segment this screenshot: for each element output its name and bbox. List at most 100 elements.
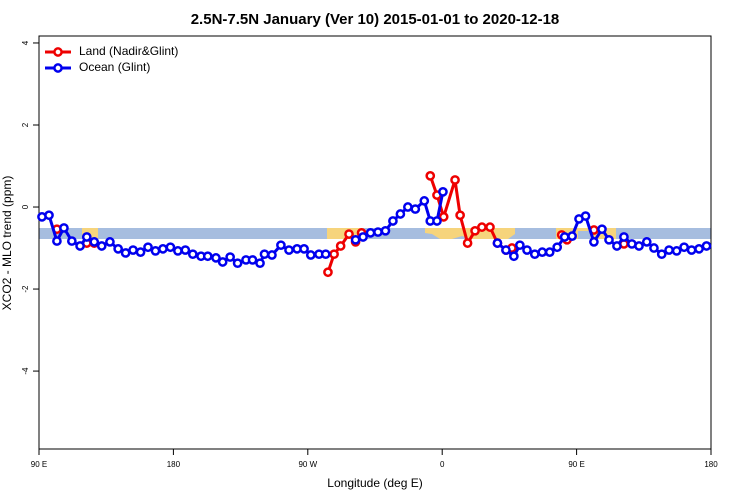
point	[180, 245, 191, 255]
point	[187, 249, 198, 260]
point	[470, 225, 480, 236]
point	[128, 245, 138, 255]
point	[217, 257, 228, 267]
legend-marker	[53, 63, 63, 73]
point	[276, 240, 286, 251]
point	[143, 242, 153, 253]
point	[323, 267, 333, 278]
x-tick-label: 180	[167, 460, 181, 469]
point	[165, 242, 176, 253]
point	[247, 255, 258, 265]
point	[410, 204, 421, 214]
plot-frame	[38, 35, 712, 450]
y-tick-label: 0	[21, 204, 30, 209]
point	[619, 232, 629, 242]
point	[477, 222, 487, 232]
point	[89, 237, 100, 247]
point	[425, 171, 436, 181]
point	[173, 246, 183, 256]
point	[120, 248, 131, 258]
point	[559, 232, 570, 242]
point	[299, 244, 309, 254]
x-tick-label: 90 E	[568, 460, 584, 469]
point	[158, 244, 168, 254]
point	[67, 236, 77, 246]
point	[373, 227, 383, 237]
chart-title: 2.5N-7.5N January (Ver 10) 2015-01-01 to…	[191, 11, 560, 28]
point	[350, 234, 361, 245]
point	[552, 242, 563, 253]
point	[335, 241, 346, 251]
point	[305, 250, 316, 260]
legend-label: Land (Nadir&Glint)	[79, 44, 178, 58]
point	[597, 224, 607, 235]
legend-marker	[53, 47, 63, 57]
point	[365, 228, 376, 238]
point	[567, 231, 577, 241]
point	[522, 245, 532, 255]
point	[344, 229, 354, 239]
point	[686, 245, 697, 255]
point	[59, 223, 69, 233]
point	[232, 258, 243, 269]
point	[694, 244, 704, 254]
point	[284, 245, 294, 255]
point	[419, 196, 430, 206]
point	[492, 238, 503, 248]
point	[259, 249, 270, 260]
legend-label: Ocean (Glint)	[79, 60, 150, 74]
point	[320, 249, 331, 260]
point	[202, 251, 213, 262]
point	[529, 249, 540, 260]
x-tick-label: 90 E	[31, 460, 47, 469]
point	[634, 241, 644, 251]
y-tick-label: 2	[21, 122, 30, 127]
point	[501, 245, 511, 255]
x-tick-label: 0	[440, 460, 445, 469]
point	[485, 222, 495, 232]
x-axis-label: Longitude (deg E)	[327, 476, 422, 490]
x-tick-label: 90 W	[298, 460, 317, 469]
point	[432, 216, 442, 226]
point	[641, 237, 652, 247]
point	[150, 246, 161, 256]
point	[679, 242, 689, 253]
point	[438, 212, 449, 222]
point	[395, 209, 406, 219]
point	[225, 252, 235, 262]
point	[255, 258, 265, 269]
point	[649, 243, 659, 253]
y-axis-label: XCO2 - MLO trend (ppm)	[0, 176, 14, 311]
point	[462, 238, 473, 248]
point	[656, 249, 667, 260]
point	[267, 250, 277, 260]
point	[81, 232, 92, 242]
point	[75, 241, 85, 251]
point	[403, 202, 413, 212]
point	[537, 247, 548, 257]
point	[388, 216, 398, 226]
point	[211, 253, 221, 263]
point	[455, 210, 465, 221]
point	[671, 246, 682, 256]
point	[612, 241, 622, 251]
point	[515, 240, 525, 251]
point	[358, 232, 368, 242]
point	[580, 211, 591, 221]
y-tick-label: -2	[21, 285, 30, 293]
point	[544, 247, 555, 257]
point	[44, 210, 54, 221]
y-tick-label: 4	[21, 40, 30, 45]
y-tick-label: -4	[21, 367, 30, 375]
point	[380, 225, 391, 236]
point	[450, 175, 460, 185]
point	[52, 236, 62, 246]
point	[438, 186, 448, 197]
point	[701, 241, 712, 251]
point	[509, 251, 519, 262]
point	[96, 241, 107, 251]
x-tick-label: 180	[704, 460, 718, 469]
point	[589, 237, 599, 247]
point	[113, 244, 123, 254]
